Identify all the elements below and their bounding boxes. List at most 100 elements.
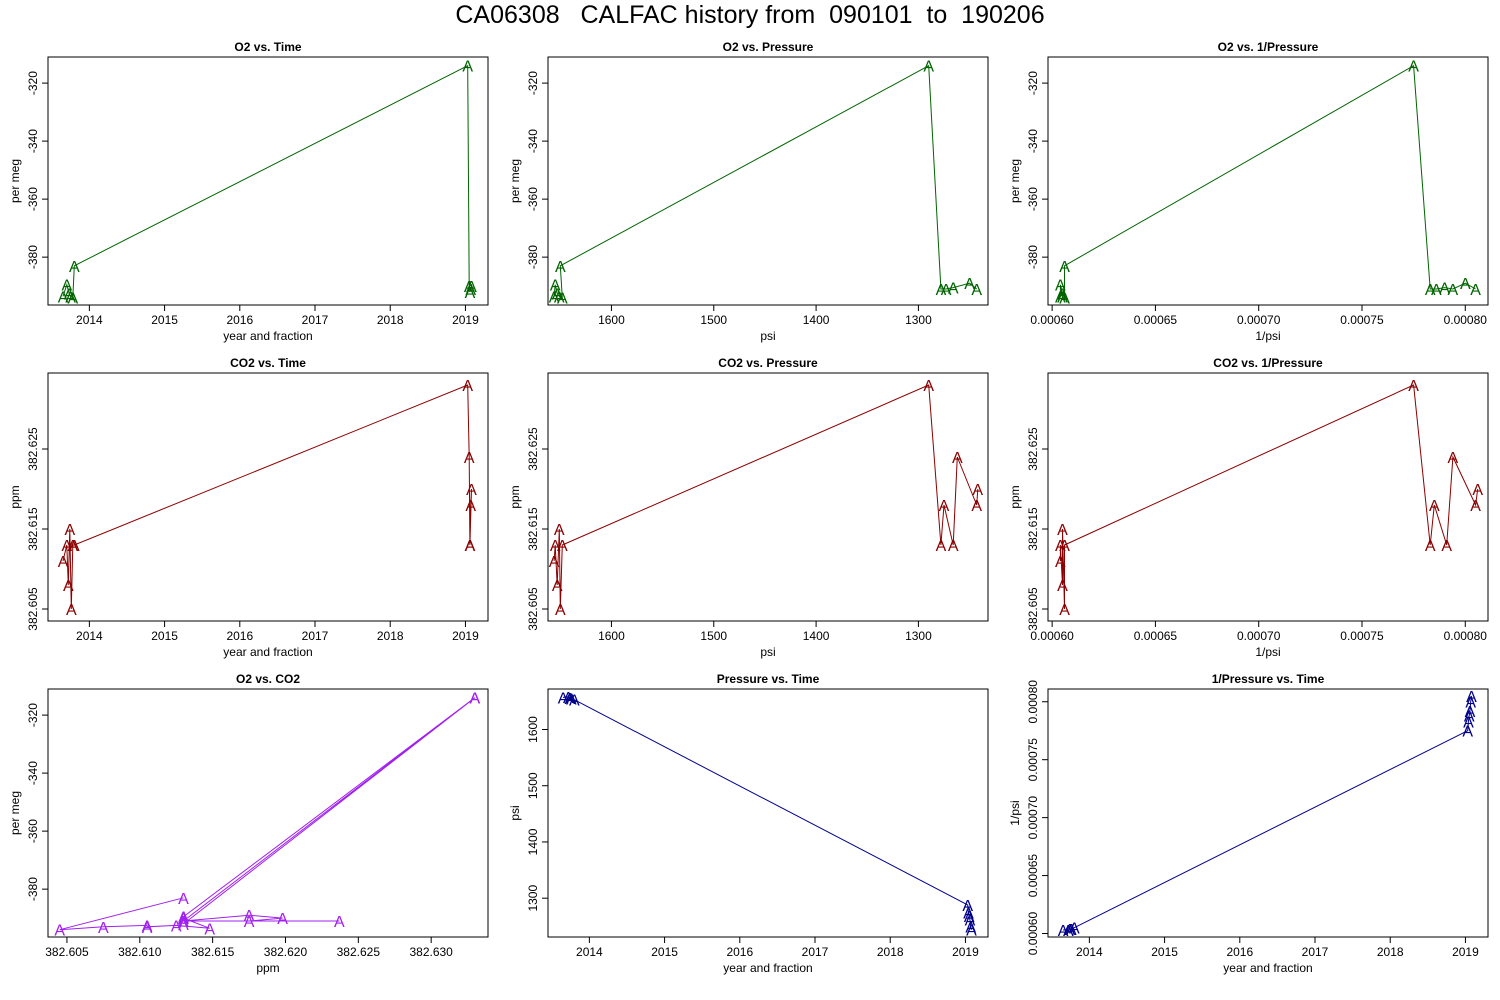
data-point-marker: A [964,276,975,293]
data-point-marker: A [936,538,947,555]
data-point-marker: A [67,538,78,555]
data-point-marker: A [558,690,569,707]
y-tick-label: -320 [26,71,40,95]
data-point-marker: A [1439,281,1450,298]
x-tick-label: 0.00070 [1237,313,1281,327]
data-point-marker: A [966,923,977,940]
x-tick-label: 1400 [803,313,830,327]
x-tick-label: 2018 [377,313,404,327]
data-point-marker: A [569,693,580,710]
y-tick-label: 0.00075 [1026,738,1040,782]
data-point-marker: A [64,522,75,539]
data-point-marker: A [61,278,72,295]
chart-panel: O2 vs. 1/Pressure 0.00060 0.00065 0.00070 0.… [1008,40,1489,343]
x-tick-label: 2016 [726,945,753,959]
y-tick-label: 0.00080 [1026,680,1040,724]
chart-panel: 1/Pressure vs. Time 2014 2015 2016 2017 2018 2… [1008,672,1489,975]
x-axis-label: psi [760,329,775,343]
data-point-marker: A [178,914,189,931]
y-tick-label: 382.615 [26,507,40,551]
data-point-marker: A [470,691,481,708]
y-axis-label: per meg [8,791,22,835]
data-point-marker: A [1466,689,1477,706]
plot-frame [547,372,989,622]
chart-panel: O2 vs. Time 2014 2015 2016 2017 2018 2019 year … [8,40,489,343]
data-point-marker: A [64,286,75,303]
y-tick-label: 382.605 [26,587,40,631]
x-tick-label: 1300 [905,313,932,327]
y-tick-label: 382.615 [526,507,540,551]
data-point-marker: A [948,538,959,555]
data-point-marker: A [204,921,215,938]
y-tick-label: 382.625 [526,427,540,471]
y-tick-label: 382.605 [526,587,540,631]
x-tick-label: 0.00075 [1340,629,1384,643]
x-tick-label: 0.00080 [1444,629,1488,643]
x-tick-label: 0.00060 [1030,313,1074,327]
data-point-marker: A [563,690,574,707]
x-tick-label: 2014 [1076,945,1103,959]
x-axis-label: year and fraction [1223,961,1312,975]
data-point-marker: A [465,282,476,299]
data-point-marker: A [936,282,947,299]
x-tick-label: 1500 [700,629,727,643]
x-tick-label: 382.625 [337,945,381,959]
data-point-marker: A [171,918,182,935]
x-tick-label: 382.610 [118,945,162,959]
data-point-marker: A [965,913,976,930]
chart-panel: O2 vs. Pressure 1600 1500 1400 1300 psi -320 -3… [508,40,989,343]
x-tick-label: 0.00060 [1030,629,1074,643]
series-line [1059,384,1479,610]
data-point-marker: A [1063,923,1074,940]
series-line [1063,695,1472,931]
data-point-marker: A [1463,714,1474,731]
data-point-marker: A [1425,538,1436,555]
data-point-marker: A [244,914,255,931]
data-point-marker: A [965,919,976,936]
series-line [59,697,476,931]
y-tick-label: -380 [26,877,40,901]
plot-frame [547,56,989,306]
data-point-marker: A [1059,291,1070,308]
y-tick-label: -320 [1026,71,1040,95]
y-tick-label: -380 [526,245,540,269]
y-tick-label: -360 [1026,187,1040,211]
y-tick-label: 1300 [526,885,540,912]
chart-panel: CO2 vs. Time 2014 2015 2016 2017 2018 2019 year… [8,356,489,659]
data-point-marker: A [1425,282,1436,299]
y-tick-label: 1400 [526,828,540,855]
plot-frame [47,372,489,622]
y-tick-label: -340 [1026,129,1040,153]
data-point-marker: A [1057,522,1068,539]
data-point-marker: A [1058,923,1069,940]
data-point-marker: A [555,259,566,276]
chart-title: O2 vs. Time [234,40,301,54]
data-point-marker: A [1066,922,1077,939]
data-point-marker: A [963,905,974,922]
x-tick-label: 2018 [877,945,904,959]
chart-title: 1/Pressure vs. Time [1212,672,1325,686]
data-point-marker: A [69,259,80,276]
x-tick-label: 2019 [1452,945,1479,959]
x-tick-label: 2017 [302,629,329,643]
y-axis-label: ppm [8,485,22,508]
x-tick-label: 2017 [802,945,829,959]
x-tick-label: 2019 [452,313,479,327]
data-point-marker: A [63,578,74,595]
chart-title: CO2 vs. Pressure [718,356,818,370]
data-point-marker: A [66,602,77,619]
page-title: CA06308 CALFAC history from 090101 to 19… [455,1,1045,29]
y-axis-label: psi [508,805,522,820]
x-tick-label: 2017 [302,313,329,327]
data-point-marker: A [1464,709,1475,726]
data-point-marker: A [464,450,475,467]
data-point-marker: A [962,898,973,915]
y-axis-label: per meg [1008,159,1022,203]
x-tick-label: 0.00075 [1340,313,1384,327]
x-tick-label: 0.00080 [1444,313,1488,327]
plot-frame [1047,372,1489,622]
data-point-marker: A [465,498,476,515]
data-point-marker: A [142,918,153,935]
data-point-marker: A [465,285,476,302]
x-axis-label: year and fraction [223,645,312,659]
